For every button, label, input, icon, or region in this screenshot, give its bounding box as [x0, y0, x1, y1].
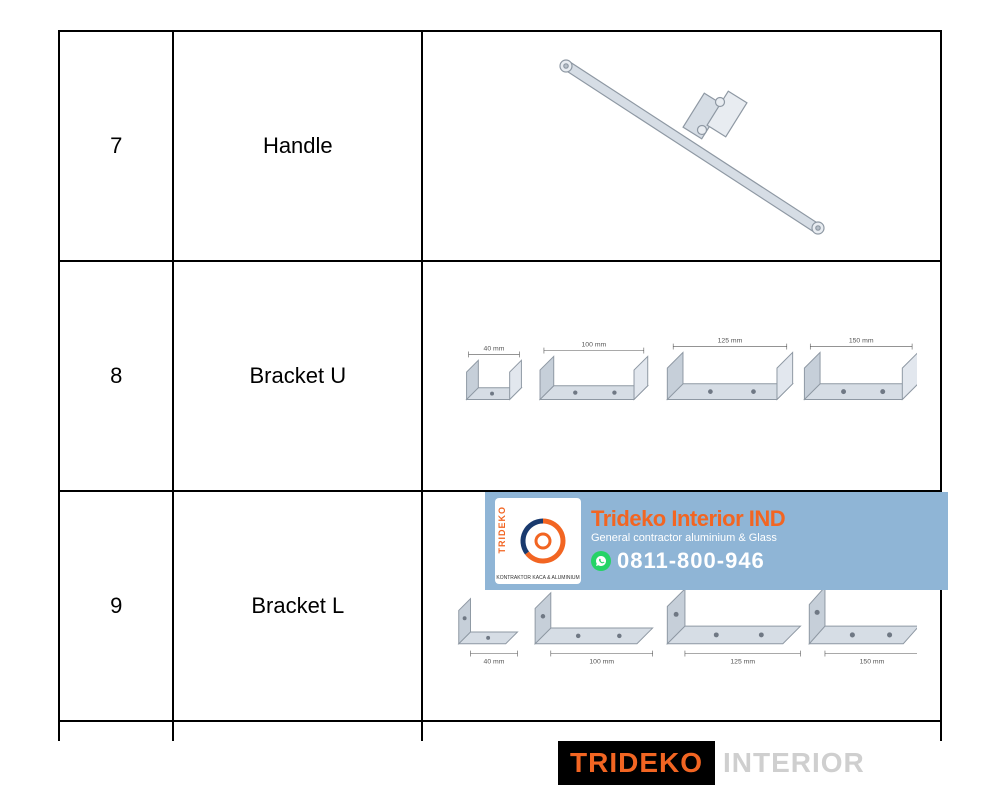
- watermark-banner: TRIDEKO KONTRAKTOR KACA & ALUMINIUM Trid…: [485, 492, 948, 590]
- dim-label: 40 mm: [483, 658, 504, 665]
- parts-table: 7 Handle 8: [58, 30, 942, 741]
- row-image-bracket-u: 40 mm 100 mm: [422, 261, 941, 491]
- row-number: 8: [59, 261, 173, 491]
- row-image-handle: [422, 31, 941, 261]
- row-name: Bracket U: [173, 261, 422, 491]
- table-row: 7 Handle: [59, 31, 941, 261]
- logo-swirl-icon: [519, 517, 567, 565]
- dim-label: 40 mm: [483, 345, 504, 352]
- row-number: 9: [59, 491, 173, 721]
- dim-label: 100 mm: [581, 341, 606, 348]
- banner-logo-text: TRIDEKO: [497, 506, 507, 554]
- dim-label: 125 mm: [717, 337, 742, 344]
- banner-title: Trideko Interior IND: [591, 508, 938, 530]
- row-number: 7: [59, 31, 173, 261]
- row-name: Bracket L: [173, 491, 422, 721]
- row-name: Handle: [173, 31, 422, 261]
- banner-text-block: Trideko Interior IND General contractor …: [591, 508, 938, 574]
- banner-logo-subtitle: KONTRAKTOR KACA & ALUMINIUM: [495, 575, 581, 581]
- dim-label: 100 mm: [589, 658, 614, 665]
- dim-label: 150 mm: [859, 658, 884, 665]
- handle-icon: [502, 44, 862, 244]
- dim-label: 150 mm: [848, 337, 873, 344]
- bottom-logo-left: TRIDEKO: [558, 741, 715, 785]
- table-row: 8 Bracket U 40 mm: [59, 261, 941, 491]
- banner-logo: TRIDEKO KONTRAKTOR KACA & ALUMINIUM: [495, 498, 581, 584]
- bottom-logo-right: INTERIOR: [715, 741, 873, 785]
- bottom-logo: TRIDEKO INTERIOR: [558, 738, 944, 788]
- banner-phone: 0811-800-946: [617, 548, 765, 574]
- banner-subtitle: General contractor aluminium & Glass: [591, 532, 938, 544]
- dim-label: 125 mm: [730, 658, 755, 665]
- banner-phone-row: 0811-800-946: [591, 548, 938, 574]
- bracket-u-icon: 40 mm 100 mm: [447, 304, 917, 444]
- whatsapp-icon: [591, 551, 611, 571]
